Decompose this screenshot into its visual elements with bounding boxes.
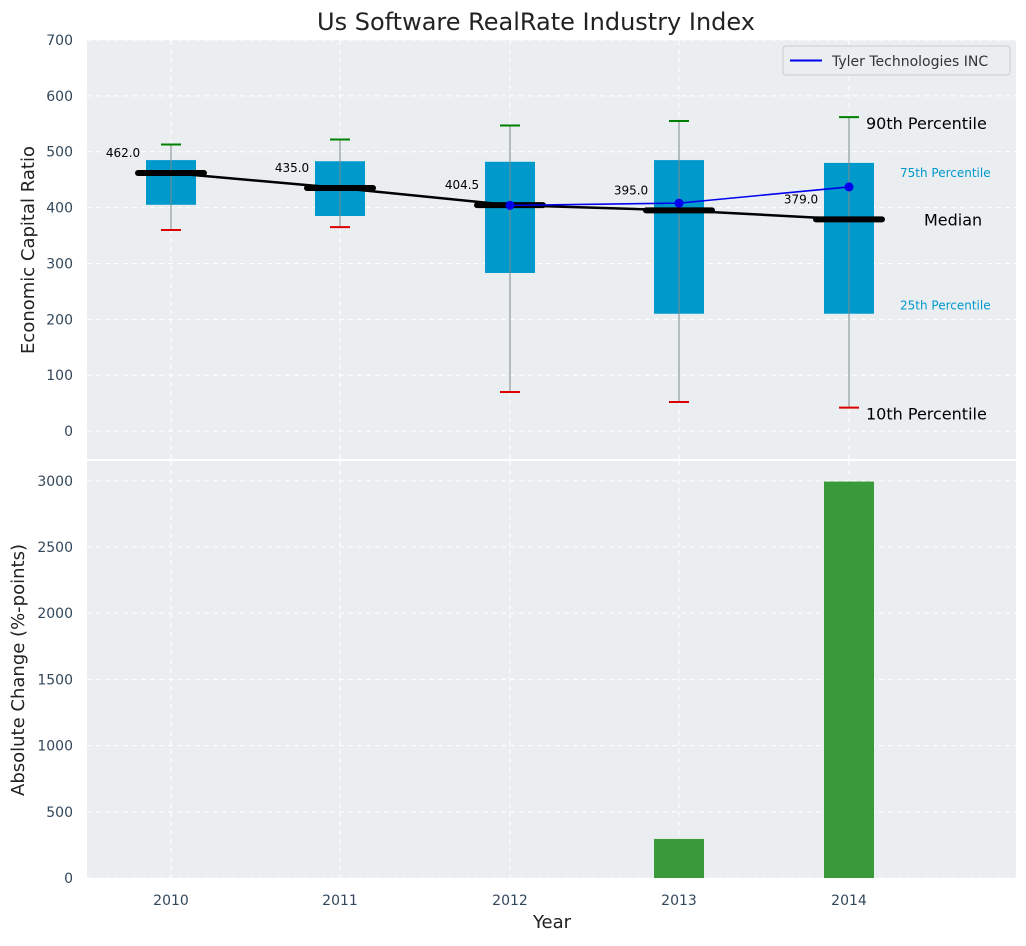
median-value-label: 404.5 xyxy=(445,178,479,192)
top-y-tick-label: 300 xyxy=(46,256,73,272)
top-y-tick-label: 700 xyxy=(46,33,73,49)
annotation-median: Median xyxy=(924,210,982,229)
legend: Tyler Technologies INC xyxy=(782,45,1011,76)
x-tick-label: 2012 xyxy=(492,893,528,909)
bottom-plot-background xyxy=(87,461,1016,878)
median-value-label: 379.0 xyxy=(784,192,818,206)
x-tick-label: 2010 xyxy=(153,893,189,909)
percentile-annotations: 90th Percentile 75th Percentile Median 25th… xyxy=(866,114,991,424)
company-point-2013 xyxy=(674,198,684,208)
top-y-tick-label: 500 xyxy=(46,145,73,161)
annotation-p10: 10th Percentile xyxy=(866,405,987,424)
top-y-tick-label: 200 xyxy=(46,312,73,328)
bars xyxy=(654,481,874,878)
bottom-y-tick-label: 2000 xyxy=(37,606,73,622)
top-y-tick-label: 400 xyxy=(46,201,73,217)
bottom-y-tick-label: 3000 xyxy=(37,474,73,490)
company-point-2012 xyxy=(505,200,515,210)
top-panel: 0 100 200 300 400 500 600 700 462.0 435.0 404.5 39… xyxy=(18,33,1016,459)
x-tick-label: 2011 xyxy=(322,893,358,909)
median-labels: 462.0 435.0 404.5 395.0 379.0 xyxy=(106,146,818,206)
x-tick-label: 2013 xyxy=(661,893,697,909)
median-value-label: 462.0 xyxy=(106,146,140,160)
x-tick-label: 2014 xyxy=(831,893,867,909)
bottom-y-tick-label: 1000 xyxy=(37,739,73,755)
top-y-axis-label: Economic Capital Ratio xyxy=(18,146,39,354)
top-y-tick-label: 100 xyxy=(46,368,73,384)
legend-box xyxy=(782,45,1011,76)
bottom-y-tick-label: 2500 xyxy=(37,540,73,556)
bottom-y-tick-label: 0 xyxy=(64,871,73,887)
x-axis-label: Year xyxy=(532,912,572,933)
top-y-tick-label: 0 xyxy=(64,424,73,440)
x-ticks: 2010 2011 2012 2013 2014 xyxy=(153,893,867,909)
annotation-p75: 75th Percentile xyxy=(900,166,991,180)
annotation-p25: 25th Percentile xyxy=(900,299,991,313)
chart-title: Us Software RealRate Industry Index xyxy=(317,8,755,36)
bar-2013 xyxy=(654,838,704,878)
bottom-y-tick-label: 1500 xyxy=(37,672,73,688)
annotation-p90: 90th Percentile xyxy=(866,114,987,133)
top-y-ticks: 0 100 200 300 400 500 600 700 xyxy=(46,33,73,440)
legend-label: Tyler Technologies INC xyxy=(831,54,988,70)
company-point-2014 xyxy=(844,182,854,192)
bottom-y-tick-label: 500 xyxy=(46,805,73,821)
top-y-tick-label: 600 xyxy=(46,89,73,105)
top-plot-background xyxy=(87,40,1016,459)
bar-2014 xyxy=(824,481,874,878)
bottom-y-axis-label: Absolute Change (%-points) xyxy=(8,544,29,796)
median-value-label: 395.0 xyxy=(614,183,648,197)
company-line xyxy=(505,182,854,210)
median-value-label: 435.0 xyxy=(275,161,309,175)
bottom-y-ticks: 0 500 1000 1500 2000 2500 3000 xyxy=(37,474,73,887)
